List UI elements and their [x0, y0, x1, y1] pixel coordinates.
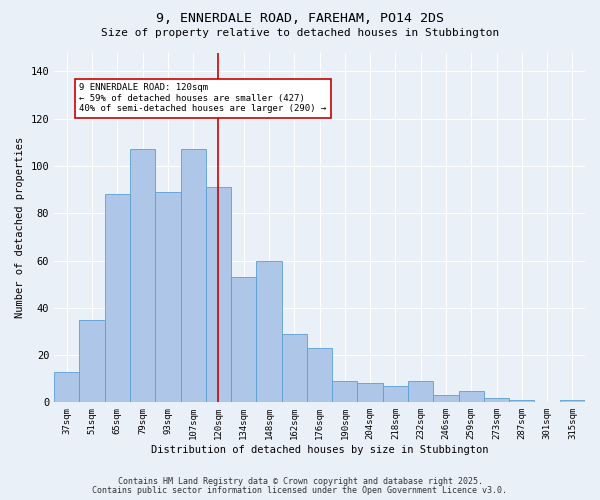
Bar [130, 150, 155, 402]
Bar [256, 260, 281, 402]
Bar [484, 398, 509, 402]
Bar [383, 386, 408, 402]
Bar [105, 194, 130, 402]
Bar [509, 400, 535, 402]
Bar [458, 390, 484, 402]
Bar [433, 395, 458, 402]
Bar [358, 384, 383, 402]
Text: 9 ENNERDALE ROAD: 120sqm
← 59% of detached houses are smaller (427)
40% of semi-: 9 ENNERDALE ROAD: 120sqm ← 59% of detach… [79, 83, 326, 113]
Text: Contains public sector information licensed under the Open Government Licence v3: Contains public sector information licen… [92, 486, 508, 495]
Bar [332, 381, 358, 402]
X-axis label: Distribution of detached houses by size in Stubbington: Distribution of detached houses by size … [151, 445, 488, 455]
Bar [79, 320, 105, 402]
Text: 9, ENNERDALE ROAD, FAREHAM, PO14 2DS: 9, ENNERDALE ROAD, FAREHAM, PO14 2DS [156, 12, 444, 26]
Bar [408, 381, 433, 402]
Bar [155, 192, 181, 402]
Bar [54, 372, 79, 402]
Bar [206, 187, 231, 402]
Bar [181, 150, 206, 402]
Bar [281, 334, 307, 402]
Bar [560, 400, 585, 402]
Bar [307, 348, 332, 403]
Text: Contains HM Land Registry data © Crown copyright and database right 2025.: Contains HM Land Registry data © Crown c… [118, 477, 482, 486]
Y-axis label: Number of detached properties: Number of detached properties [15, 137, 25, 318]
Bar [231, 277, 256, 402]
Text: Size of property relative to detached houses in Stubbington: Size of property relative to detached ho… [101, 28, 499, 38]
